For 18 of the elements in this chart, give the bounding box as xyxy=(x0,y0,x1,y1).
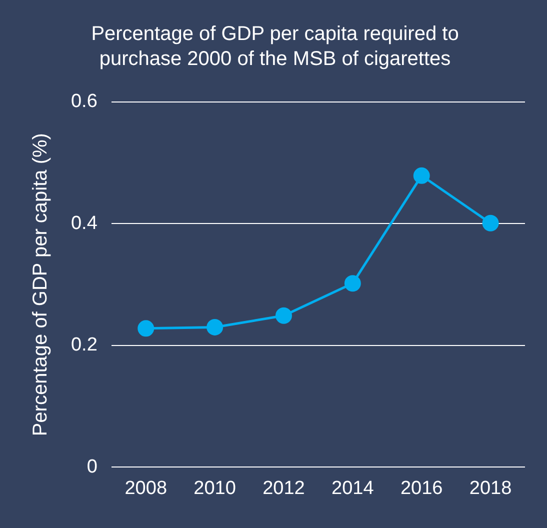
point xyxy=(206,318,224,336)
point xyxy=(413,167,430,184)
chart-title: Percentage of GDP per capita required to purchase 2000 of the MSB of cigarettes xyxy=(91,23,459,70)
y-tick-label: 0.2 xyxy=(70,334,98,356)
x-tick-label: 2012 xyxy=(262,478,305,499)
point xyxy=(482,214,499,232)
x-tick-label: 2008 xyxy=(124,478,168,499)
y-tick-label: 0 xyxy=(86,456,98,478)
point xyxy=(138,320,154,337)
y-tick-label: 0.6 xyxy=(70,91,98,112)
x-tick-label: 2016 xyxy=(400,478,443,499)
point xyxy=(344,275,361,292)
y-tick-label: 0.4 xyxy=(70,212,98,234)
x-tick-label: 2018 xyxy=(469,478,512,499)
x-tick-label: 2010 xyxy=(194,478,236,499)
y-axis-title: Percentage of GDP per capita (%) xyxy=(30,133,52,436)
x-tick-label: 2014 xyxy=(332,478,374,499)
point xyxy=(275,307,292,324)
